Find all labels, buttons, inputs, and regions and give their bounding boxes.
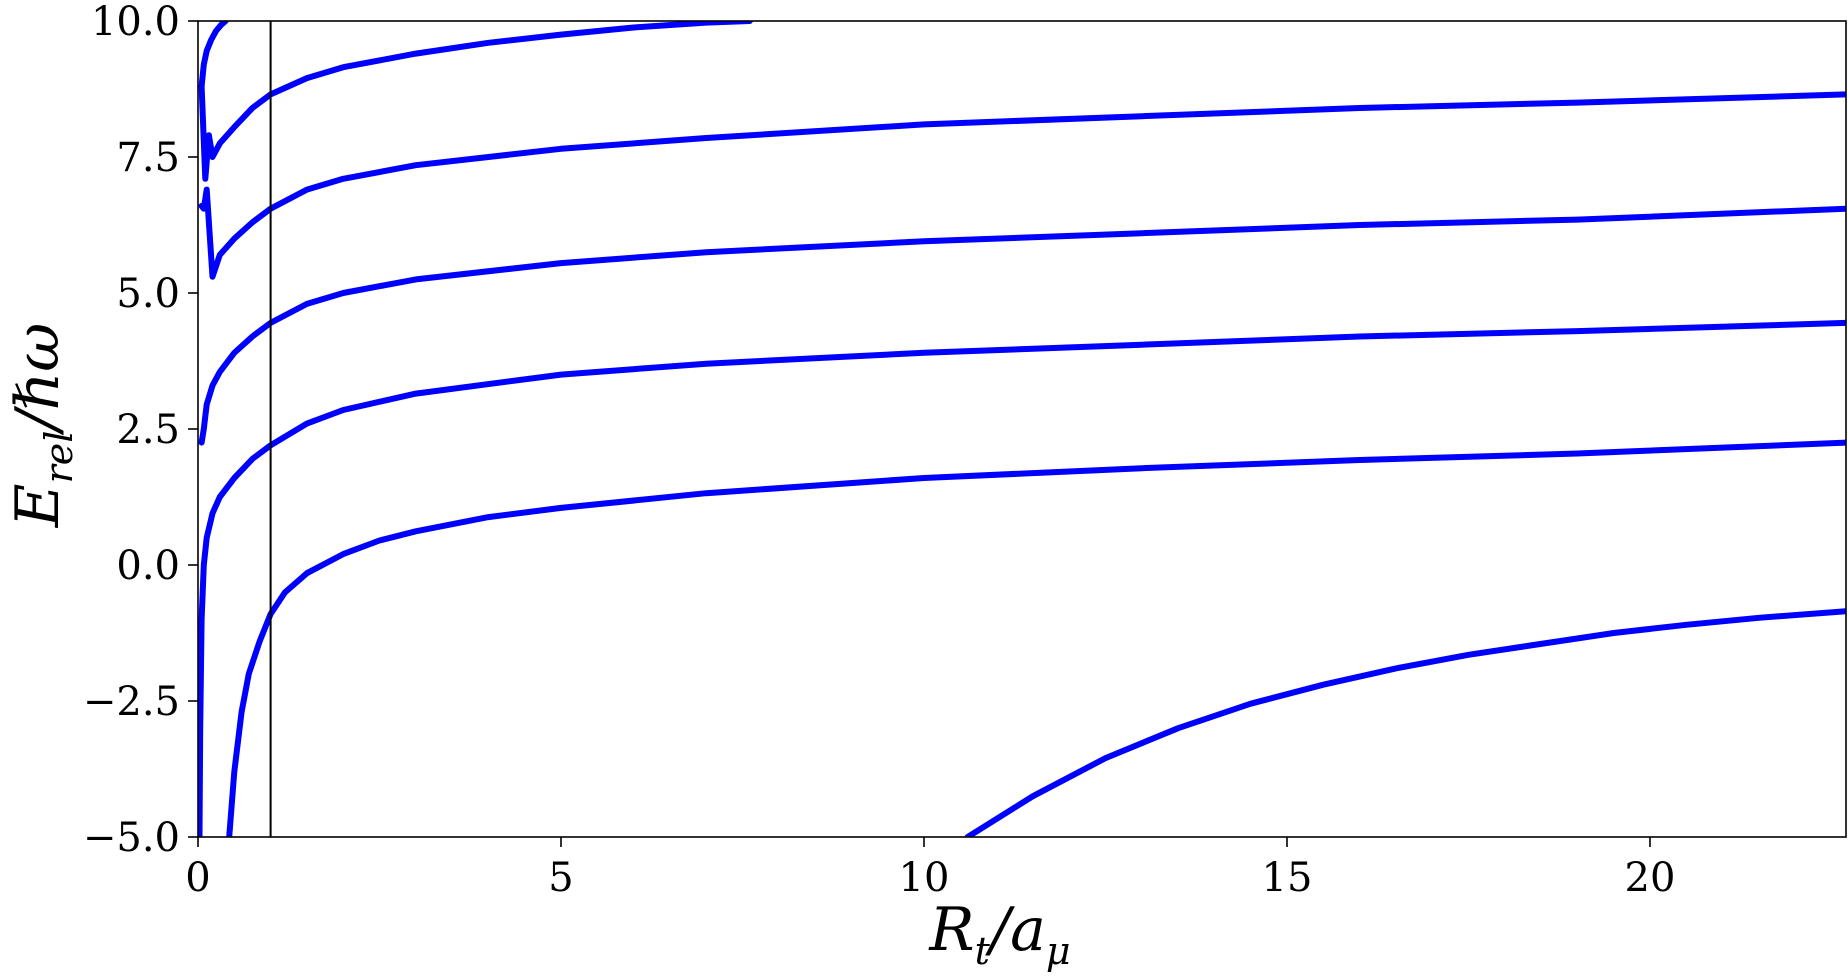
series-layer xyxy=(198,21,1846,837)
x-tick-label: 15 xyxy=(1262,855,1313,901)
x-axis-label: Rt/aμ xyxy=(928,895,1070,973)
y-tick-label: 10.0 xyxy=(91,0,180,45)
x-tick-label: 10 xyxy=(899,855,950,901)
x-tick-label: 5 xyxy=(548,855,573,901)
y-tick-label: −2.5 xyxy=(83,679,180,725)
y-tick-label: 2.5 xyxy=(116,407,180,453)
ticks-layer: 0 5 10 15 20 −5.0 −2.5 0.0 2.5 5.0 7.5 10.0 xyxy=(83,0,1676,901)
x-tick-label: 0 xyxy=(185,855,210,901)
series-line-7 xyxy=(198,21,229,90)
series-line-6 xyxy=(198,21,753,182)
x-tick-label: 20 xyxy=(1625,855,1676,901)
series-line-5 xyxy=(198,91,1846,280)
y-tick-label: 0.0 xyxy=(116,543,180,589)
series-line-4 xyxy=(198,205,1846,446)
y-tick-label: 7.5 xyxy=(116,135,180,181)
series-line-2 xyxy=(226,439,1846,837)
y-axis-label: Erel/ℏω xyxy=(3,323,81,528)
axes-frame xyxy=(197,20,1847,838)
y-tick-label: 5.0 xyxy=(116,271,180,317)
series-line-3 xyxy=(198,319,1846,837)
series-line-1 xyxy=(964,608,1846,837)
y-tick-label: −5.0 xyxy=(83,815,180,861)
